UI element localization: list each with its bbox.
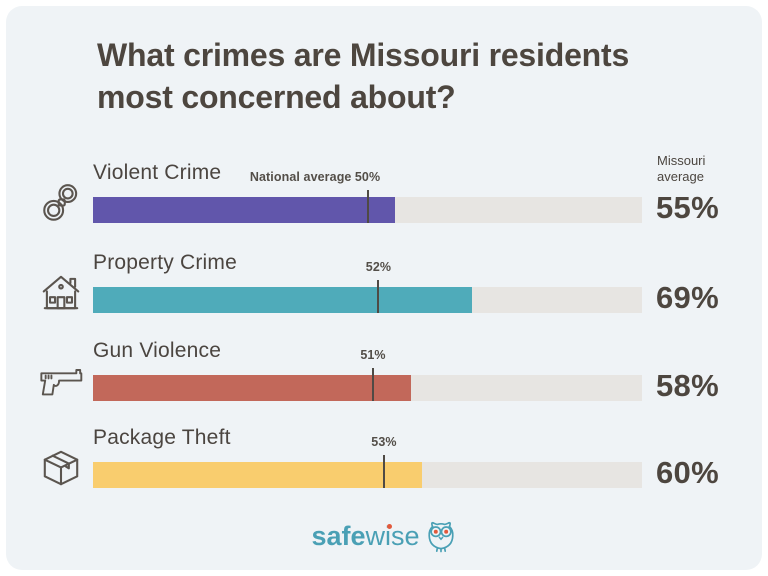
page-title: What crimes are Missouri residents most …: [97, 37, 630, 115]
national-average-value: 51%: [360, 348, 386, 362]
national-average-tick: [371, 368, 374, 401]
bar-fill: [93, 197, 395, 223]
category-label: Package Theft: [93, 426, 231, 449]
bar-fill: [93, 287, 472, 313]
missouri-average-value: 69%: [656, 280, 719, 315]
safewise-wordmark: safewise: [311, 520, 420, 551]
missouri-average-value: 60%: [656, 455, 719, 490]
chart-row-gun-violence: Gun Violence 51% 58%: [6, 330, 762, 418]
category-label: Violent Crime: [93, 161, 222, 184]
category-label: Gun Violence: [93, 339, 222, 362]
bar-track: 51%: [93, 348, 642, 401]
category-label: Property Crime: [93, 251, 237, 274]
brand-i-dot: [387, 523, 393, 529]
pistol-icon: [38, 358, 84, 404]
missouri-average-header-line2: average: [657, 169, 704, 184]
infographic-card: What crimes are Missouri residents most …: [6, 6, 762, 570]
national-average-value: 50%: [354, 170, 381, 184]
house-icon: [38, 270, 84, 316]
package-icon: [38, 445, 84, 491]
missouri-average-header: Missouri average: [657, 153, 705, 185]
owl-icon: [425, 519, 457, 553]
safewise-logo: safewise: [6, 518, 762, 554]
national-average-tick: [377, 280, 380, 313]
brand-word-safe: safe: [311, 520, 366, 551]
missouri-average-header-line1: Missouri: [657, 153, 706, 168]
missouri-average-value: 55%: [656, 190, 719, 225]
missouri-average-value: 58%: [656, 368, 719, 403]
bar-fill: [93, 375, 412, 401]
national-average-tick: [366, 190, 369, 223]
bar-track: 52%: [93, 260, 642, 313]
chart-row-violent-crime: Violent Crime National average 50% Misso…: [6, 152, 762, 240]
national-average-tick: [382, 455, 385, 488]
chart-row-property-crime: Property Crime 52% 69%: [6, 242, 762, 330]
handcuffs-icon: [38, 180, 84, 226]
chart-row-package-theft: Package Theft 53% 60%: [6, 417, 762, 505]
national-average-value: 52%: [365, 260, 392, 274]
national-average-prefix: National average: [249, 170, 352, 184]
bar-track: National average 50%: [93, 170, 642, 223]
brand-word-wise: wise: [365, 520, 420, 551]
bar-track: 53%: [93, 435, 642, 488]
bar-fill: [93, 462, 423, 488]
national-average-value: 53%: [371, 435, 397, 449]
